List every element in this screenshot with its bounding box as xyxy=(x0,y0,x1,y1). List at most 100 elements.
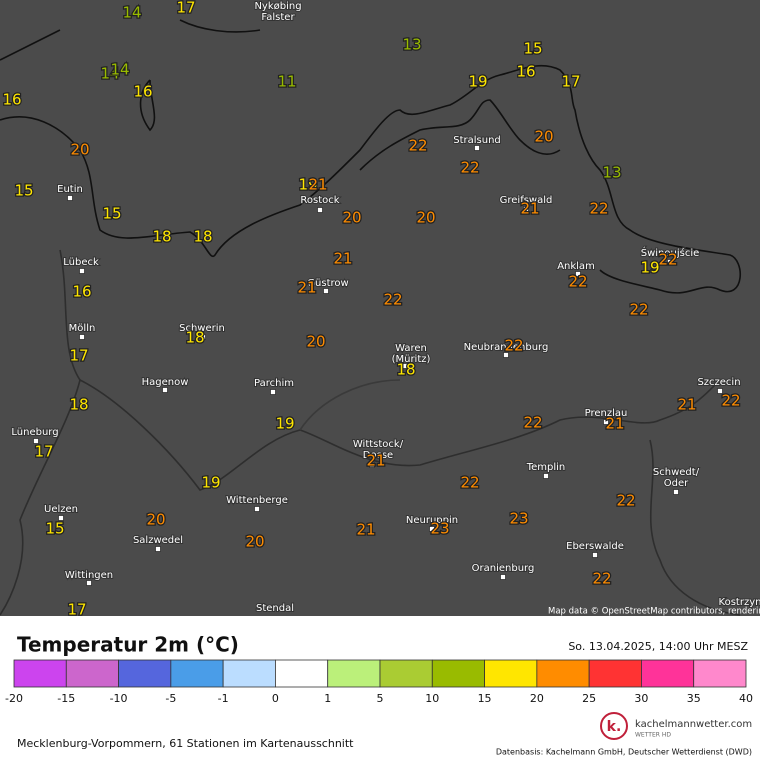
city-label: Stralsund xyxy=(453,135,501,146)
legend-label: 15 xyxy=(478,692,492,705)
city-label: Neuruppin xyxy=(406,515,458,526)
temperature: 21 xyxy=(356,521,375,539)
temperature: 22 xyxy=(460,159,479,177)
city-label: Lübeck xyxy=(63,257,99,268)
city-dot xyxy=(503,352,509,358)
city-label: Salzwedel xyxy=(133,535,183,546)
temperature: 15 xyxy=(102,205,121,223)
city-label: Mölln xyxy=(69,323,96,334)
temperature: 19 xyxy=(468,73,487,91)
legend-label: -1 xyxy=(218,692,229,705)
temperature: 17 xyxy=(67,601,86,619)
temperature: 20 xyxy=(342,209,361,227)
temperature: 22 xyxy=(523,414,542,432)
legend-swatch xyxy=(327,659,381,688)
city-label: Wittstock/ xyxy=(353,439,404,450)
coastline xyxy=(0,19,741,294)
city-dot xyxy=(162,387,168,393)
legend-swatch xyxy=(484,659,538,688)
city-label: Szczecin xyxy=(697,377,740,388)
city-dot xyxy=(155,546,161,552)
legend-label: -15 xyxy=(57,692,75,705)
city-dot xyxy=(323,288,329,294)
city-dot xyxy=(402,363,408,369)
city-dot xyxy=(429,526,435,532)
logo-icon xyxy=(600,712,628,740)
temperature: 21 xyxy=(366,452,385,470)
temperature: 20 xyxy=(306,333,325,351)
temperature: 18 xyxy=(396,361,415,379)
logo-text: kachelmannwetter.com xyxy=(635,719,752,730)
city-dot xyxy=(592,552,598,558)
city-dot xyxy=(543,473,549,479)
legend-swatch xyxy=(13,659,67,688)
temperature: 18 xyxy=(69,396,88,414)
temperature: 20 xyxy=(70,141,89,159)
city-label: Uelzen xyxy=(44,504,78,515)
temperature: 21 xyxy=(605,415,624,433)
temperature: 19 xyxy=(298,176,317,194)
city-dot xyxy=(200,334,206,340)
temperature: 11 xyxy=(277,73,296,91)
temperature: 22 xyxy=(721,392,740,410)
temperature: 18 xyxy=(152,228,171,246)
city-dot xyxy=(33,438,39,444)
city-label: Templin xyxy=(526,462,566,473)
city-label: Falster xyxy=(261,12,295,23)
city-label: Greifswald xyxy=(500,195,553,206)
legend-label: 35 xyxy=(687,692,701,705)
city-label: Kostrzyn xyxy=(719,597,760,608)
temperature: 22 xyxy=(589,200,608,218)
city-label: Güstrow xyxy=(307,278,348,289)
temperature: 16 xyxy=(516,63,535,81)
temperature: 21 xyxy=(308,176,327,194)
temperature: 15 xyxy=(523,40,542,58)
city-dot xyxy=(58,515,64,521)
legend-swatch xyxy=(641,659,695,688)
temperature: 17 xyxy=(561,73,580,91)
temperature: 22 xyxy=(616,492,635,510)
temperature: 23 xyxy=(430,520,449,538)
legend-label: 20 xyxy=(530,692,544,705)
city-dot xyxy=(369,462,375,468)
city-dot xyxy=(79,334,85,340)
temperature: 16 xyxy=(72,283,91,301)
legend-swatch xyxy=(536,659,590,688)
logo-letter: k. xyxy=(607,719,622,735)
temperature: 21 xyxy=(520,200,539,218)
legend-swatch xyxy=(222,659,276,688)
logo-subtext: WETTER HD xyxy=(635,732,671,739)
city-label: Oder xyxy=(664,478,689,489)
city-label: Prenzlau xyxy=(585,408,628,419)
city-label: (Müritz) xyxy=(392,354,431,365)
temperature: 14 xyxy=(122,4,141,22)
legend-label: -20 xyxy=(5,692,23,705)
temperature: 18 xyxy=(193,228,212,246)
city-dot xyxy=(523,206,529,212)
temperature: 20 xyxy=(245,533,264,551)
temperature: 17 xyxy=(176,0,195,17)
city-label: Hagenow xyxy=(142,377,189,388)
title: Temperatur 2m (°C) xyxy=(17,633,239,657)
temperature: 21 xyxy=(297,279,316,297)
temperature: 22 xyxy=(504,337,523,355)
legend-label: 30 xyxy=(634,692,648,705)
temperature: 19 xyxy=(201,474,220,492)
city-label: Eutin xyxy=(57,184,83,195)
legend-swatch xyxy=(588,659,642,688)
legend-swatch xyxy=(170,659,224,688)
city-dot xyxy=(667,259,673,265)
city-label: Eberswalde xyxy=(566,541,624,552)
temperature: 15 xyxy=(45,520,64,538)
temperature: 13 xyxy=(602,164,621,182)
city-label: Neubrandenburg xyxy=(464,342,549,353)
temperature: 20 xyxy=(146,511,165,529)
temperature: 22 xyxy=(629,301,648,319)
temperature: 14 xyxy=(110,61,129,79)
legend-label: 0 xyxy=(272,692,279,705)
city-label: Anklam xyxy=(557,261,595,272)
city-label: Parchim xyxy=(254,378,294,389)
city-dot xyxy=(474,145,480,151)
legend-label: 40 xyxy=(739,692,753,705)
temperature: 22 xyxy=(658,251,677,269)
